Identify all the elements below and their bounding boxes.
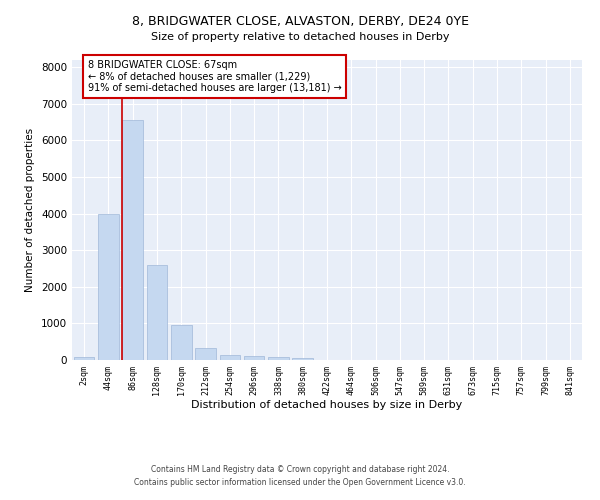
Y-axis label: Number of detached properties: Number of detached properties	[25, 128, 35, 292]
Text: Size of property relative to detached houses in Derby: Size of property relative to detached ho…	[151, 32, 449, 42]
Text: 8, BRIDGWATER CLOSE, ALVASTON, DERBY, DE24 0YE: 8, BRIDGWATER CLOSE, ALVASTON, DERBY, DE…	[131, 15, 469, 28]
Bar	[220, 355, 240, 360]
Bar	[268, 358, 289, 360]
Bar	[292, 358, 313, 360]
Bar	[146, 265, 167, 360]
Bar	[244, 356, 265, 360]
Bar	[195, 348, 216, 360]
Text: Contains public sector information licensed under the Open Government Licence v3: Contains public sector information licen…	[134, 478, 466, 487]
X-axis label: Distribution of detached houses by size in Derby: Distribution of detached houses by size …	[191, 400, 463, 410]
Bar	[122, 120, 143, 360]
Bar	[74, 357, 94, 360]
Bar	[98, 214, 119, 360]
Bar	[171, 325, 191, 360]
Text: 8 BRIDGWATER CLOSE: 67sqm
← 8% of detached houses are smaller (1,229)
91% of sem: 8 BRIDGWATER CLOSE: 67sqm ← 8% of detach…	[88, 60, 341, 93]
Text: Contains HM Land Registry data © Crown copyright and database right 2024.: Contains HM Land Registry data © Crown c…	[151, 466, 449, 474]
